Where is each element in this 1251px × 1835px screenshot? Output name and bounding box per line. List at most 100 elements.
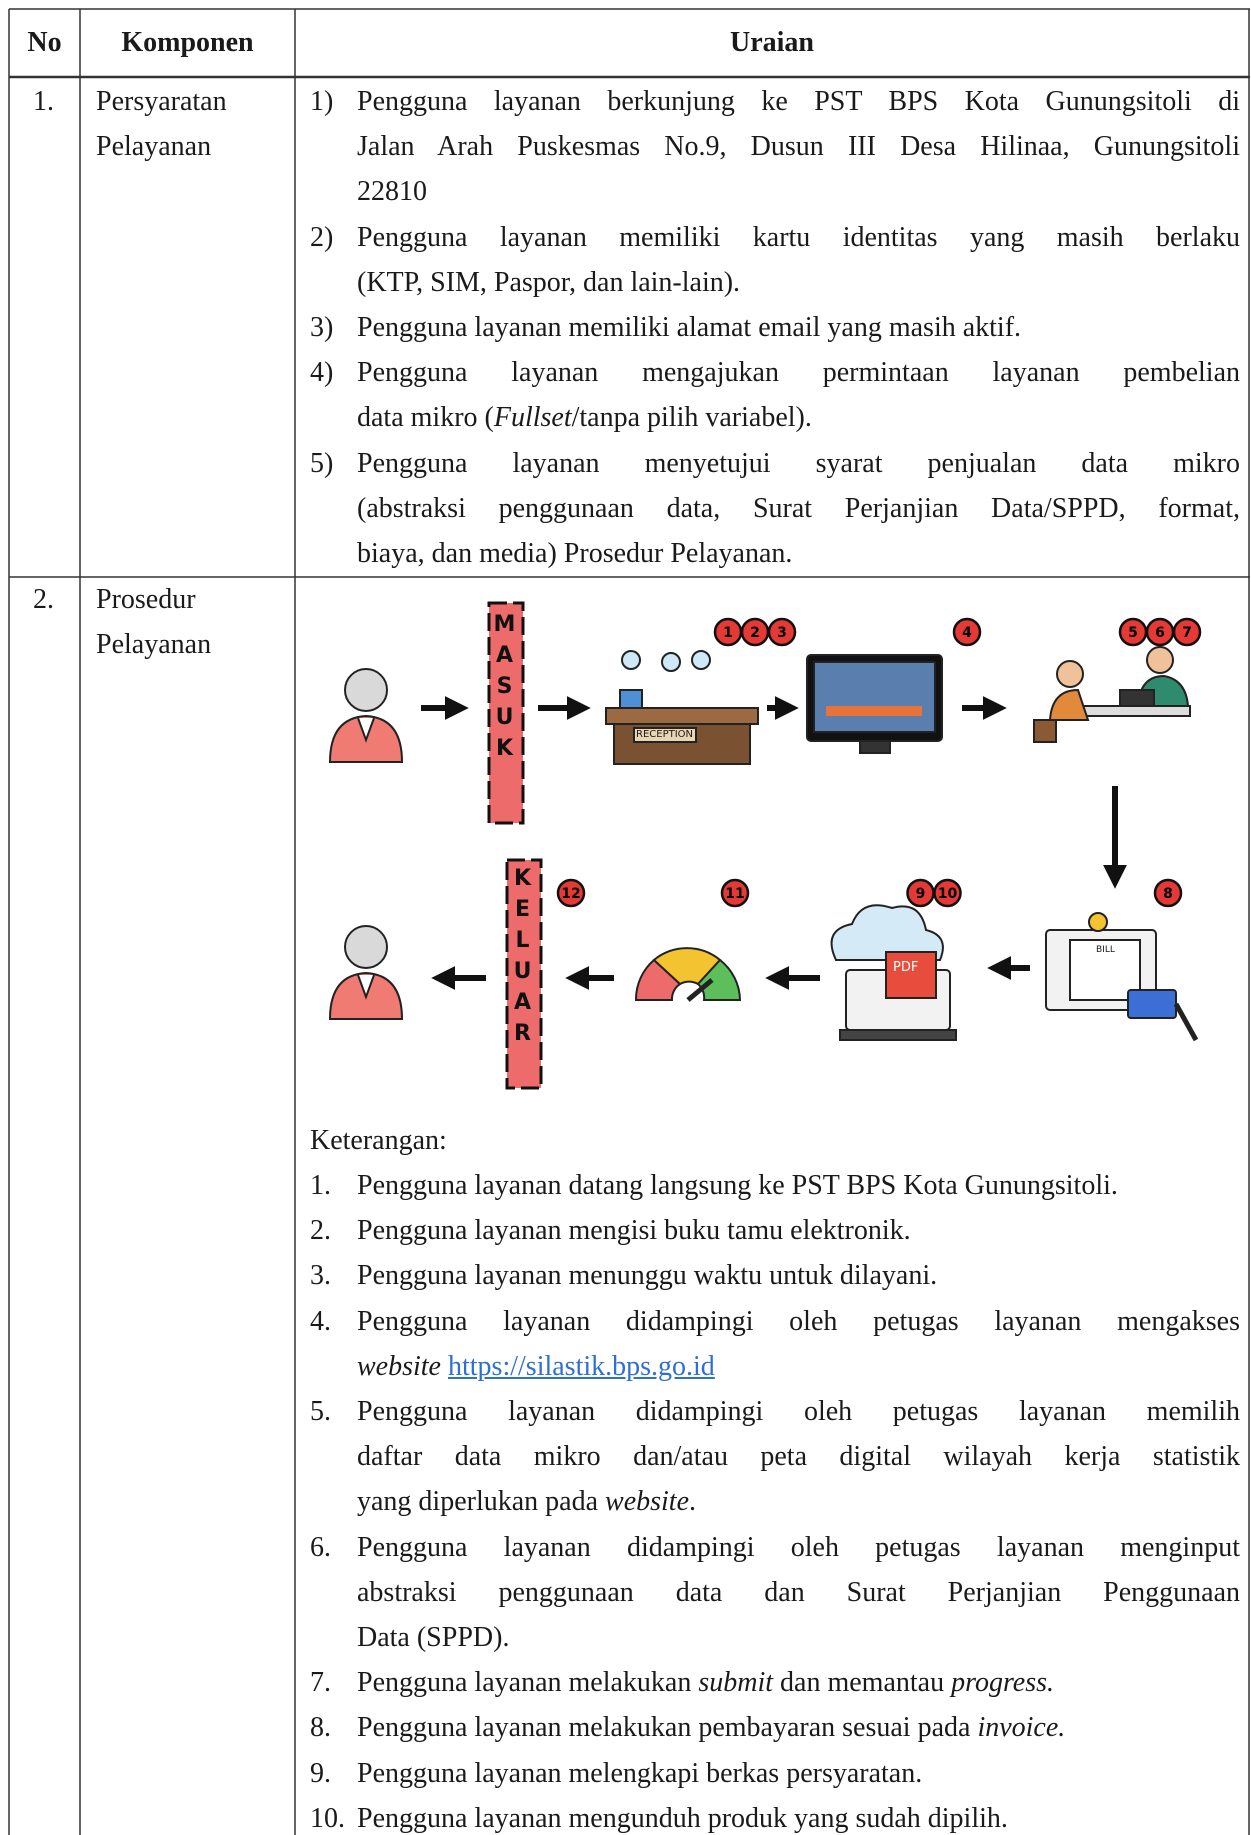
exit-label: KELUAR [510, 866, 535, 1052]
requirements-list: 1) Pengguna layanan berkunjung ke PST BPS… [310, 79, 1240, 577]
list-item: 6. Pengguna layanan didampingi oleh petug… [310, 1525, 1240, 1661]
item-line: 22810 [357, 176, 427, 208]
text-run: Pengguna layanan melakukan [357, 1667, 699, 1699]
badge-circle [720, 878, 750, 908]
item-marker: 3) [310, 312, 334, 344]
item-line: Pengguna layanan mengisi buku tamu elekt… [357, 1215, 911, 1247]
badge-circle [933, 878, 962, 908]
enter-label: MASUK [492, 612, 517, 767]
row-component: Prosedur Pelayanan [96, 577, 211, 667]
header-komponen: Komponen [121, 27, 254, 58]
row-component: Persyaratan Pelayanan [96, 79, 227, 169]
item-line: Pengguna layanan menunggu waktu untuk di… [357, 1260, 938, 1292]
item-marker: 4. [310, 1305, 331, 1337]
item-line: Pengguna layanan didampingi oleh petugas… [357, 1531, 1240, 1563]
badge-label: 4 [962, 625, 972, 641]
header-no: No [27, 27, 62, 58]
list-item: 1. Pengguna layanan datang langsung ke PS… [310, 1163, 1240, 1208]
notes-title: Keterangan: [310, 1125, 447, 1156]
item-line: (abstraksi penggunaan data, Surat Perjan… [357, 492, 1240, 524]
person-icon [328, 668, 404, 763]
link[interactable]: https://silastik.bps.go.id [448, 1350, 715, 1382]
badge-label: 2 [750, 625, 760, 641]
satisfaction-gauge [634, 947, 742, 1002]
list-item: 8. Pengguna layanan melakukan pembayaran … [310, 1705, 1240, 1750]
monitor-icon [806, 654, 943, 754]
item-line: yang diperlukan pada website. [357, 1479, 1240, 1524]
badge-label: 8 [1163, 886, 1173, 902]
person-icon [328, 925, 404, 1020]
badge-label: 6 [1155, 625, 1165, 641]
component-line: Prosedur [96, 584, 196, 615]
item-line: Pengguna layanan berkunjung ke PST BPS K… [357, 86, 1240, 117]
item-marker: 3. [310, 1260, 331, 1292]
italic-run: Fullset [493, 402, 572, 434]
text-run: /tanpa pilih variabel). [571, 402, 812, 434]
badge-circle [952, 617, 982, 647]
item-line: Pengguna layanan melengkapi berkas persy… [357, 1757, 923, 1789]
item-line: Pengguna layanan datang langsung ke PST … [357, 1170, 1118, 1201]
list-item: 3) Pengguna layanan memiliki alamat email… [310, 305, 1240, 350]
bill-label: BILL [1096, 945, 1115, 955]
badge-label: 1 [723, 625, 733, 641]
list-item: 5) Pengguna layanan menyetujui syarat pen… [310, 441, 1240, 577]
exit-box [505, 858, 543, 1090]
item-marker: 8. [310, 1712, 331, 1744]
item-marker: 9. [310, 1757, 331, 1789]
notes-list: 1. Pengguna layanan datang langsung ke PS… [310, 1163, 1240, 1835]
item-marker: 1. [310, 1170, 331, 1201]
badge-circle [556, 878, 586, 908]
badge-circle [767, 617, 797, 647]
item-line: Pengguna layanan didampingi oleh petugas… [357, 1305, 1240, 1337]
download-icon [830, 904, 957, 1041]
item-marker: 6. [310, 1531, 331, 1563]
component-line: Pelayanan [96, 629, 212, 661]
row-number: 1. [33, 86, 54, 117]
text-run: data mikro ( [357, 402, 494, 434]
item-line: Pengguna layanan didampingi oleh petugas… [357, 1396, 1240, 1428]
text-run: yang diperlukan pada [357, 1486, 606, 1518]
list-item: 5. Pengguna layanan didampingi oleh petug… [310, 1389, 1240, 1525]
item-line: Jalan Arah Puskesmas No.9, Dusun III Des… [357, 131, 1240, 163]
badge-circle [1172, 617, 1202, 647]
meeting-icon [1033, 646, 1191, 743]
item-line: Data (SPPD). [357, 1622, 510, 1654]
item-marker: 1) [310, 86, 334, 117]
flow-arrows [421, 696, 1127, 990]
item-marker: 5) [310, 447, 334, 479]
badge-label: 11 [725, 886, 744, 902]
italic-run: progress. [951, 1667, 1055, 1699]
italic-run: website [605, 1486, 690, 1518]
item-line: biaya, dan media) Prosedur Pelayanan. [357, 538, 793, 570]
list-item: 1) Pengguna layanan berkunjung ke PST BPS… [310, 79, 1240, 215]
text-run: dan memantau [773, 1667, 952, 1699]
badge-label: 9 [916, 886, 926, 902]
list-item: 2. Pengguna layanan mengisi buku tamu ele… [310, 1208, 1240, 1253]
badge-label: 10 [938, 886, 958, 902]
badge-label: 5 [1128, 625, 1138, 641]
list-item: 4) Pengguna layanan mengajukan permintaan… [310, 350, 1240, 440]
enter-box [487, 601, 525, 825]
reception-icon [605, 650, 759, 765]
item-marker: 5. [310, 1396, 331, 1428]
item-line: Pengguna layanan melakukan pembayaran se… [357, 1705, 1240, 1750]
italic-run: invoice. [977, 1712, 1066, 1744]
item-line: Pengguna layanan melakukan submit dan me… [357, 1660, 1240, 1705]
item-marker: 2. [310, 1215, 331, 1247]
text-run: Pengguna layanan melakukan pembayaran se… [357, 1712, 978, 1744]
item-marker: 4) [310, 357, 334, 389]
header-uraian: Uraian [730, 27, 814, 58]
badge-label: 7 [1182, 625, 1192, 641]
component-line: Pelayanan [96, 131, 212, 163]
list-item: 4. Pengguna layanan didampingi oleh petug… [310, 1299, 1240, 1389]
list-item: 7. Pengguna layanan melakukan submit dan … [310, 1660, 1240, 1705]
item-line: Pengguna layanan mengajukan permintaan l… [357, 357, 1240, 389]
pdf-label: PDF [893, 960, 919, 975]
list-item: 9. Pengguna layanan melengkapi berkas per… [310, 1751, 1240, 1796]
component-line: Persyaratan [96, 86, 227, 117]
item-line: Pengguna layanan menyetujui syarat penju… [357, 447, 1240, 479]
badge-circle [1153, 878, 1183, 908]
